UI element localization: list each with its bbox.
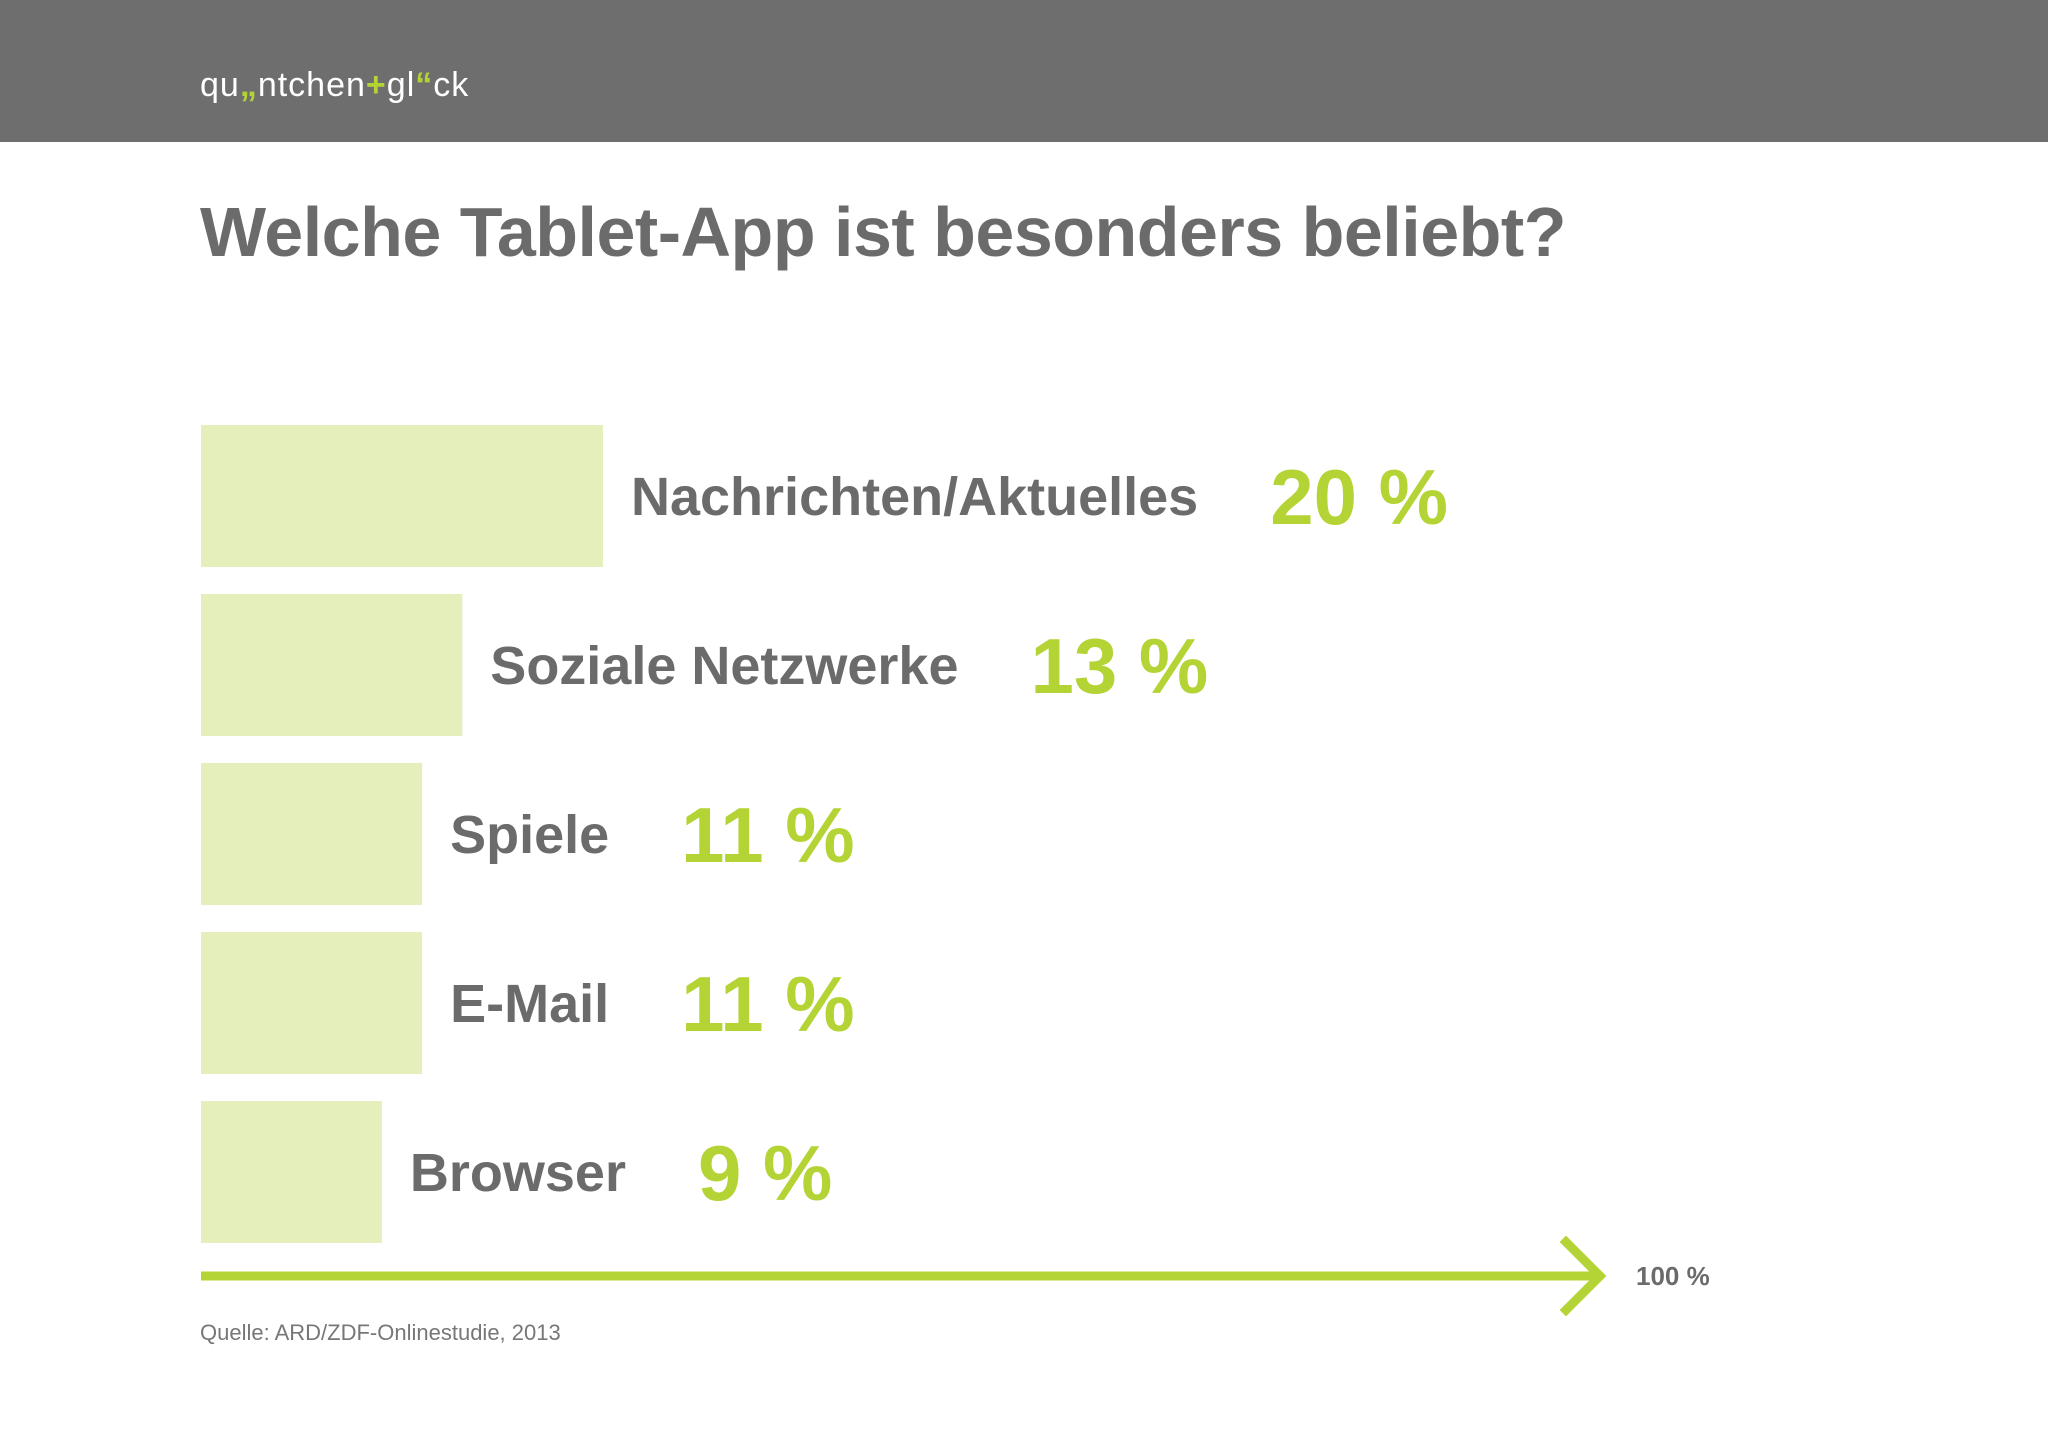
brand-logo: qu„ntchen+gl“ck bbox=[200, 66, 469, 105]
header-bar: qu„ntchen+gl“ck bbox=[0, 0, 2048, 142]
bar-category-label: Nachrichten/Aktuelles bbox=[631, 467, 1198, 527]
source-note: Quelle: ARD/ZDF-Onlinestudie, 2013 bbox=[200, 1320, 561, 1345]
bar bbox=[201, 763, 423, 905]
bar bbox=[201, 425, 603, 567]
page-title: Welche Tablet-App ist besonders beliebt? bbox=[200, 193, 1566, 271]
bar-category-label: Spiele bbox=[450, 805, 609, 865]
bar-category-label: E-Mail bbox=[450, 974, 609, 1034]
bar-value-label: 11 % bbox=[681, 791, 854, 879]
bar-value-label: 9 % bbox=[698, 1129, 832, 1217]
logo-part-accent: “ bbox=[415, 66, 434, 104]
x-axis-arrowhead bbox=[1559, 1235, 1607, 1317]
logo-part-accent: + bbox=[365, 66, 387, 104]
logo-part: gl bbox=[386, 66, 416, 104]
bar-category-label: Browser bbox=[410, 1143, 626, 1203]
bar bbox=[201, 1101, 382, 1243]
logo-part: ntchen bbox=[257, 66, 366, 104]
x-axis-end-label: 100 % bbox=[1636, 1261, 1710, 1291]
bar-value-label: 11 % bbox=[681, 960, 854, 1048]
bar-category-label: Soziale Netzwerke bbox=[490, 636, 958, 696]
logo-part-accent: „ bbox=[239, 66, 258, 104]
bar-value-label: 13 % bbox=[1031, 622, 1209, 710]
bar bbox=[201, 594, 463, 736]
bar bbox=[201, 932, 423, 1074]
logo-part: ck bbox=[433, 66, 470, 104]
bar-value-label: 20 % bbox=[1270, 453, 1448, 541]
logo-part: qu bbox=[200, 66, 240, 104]
